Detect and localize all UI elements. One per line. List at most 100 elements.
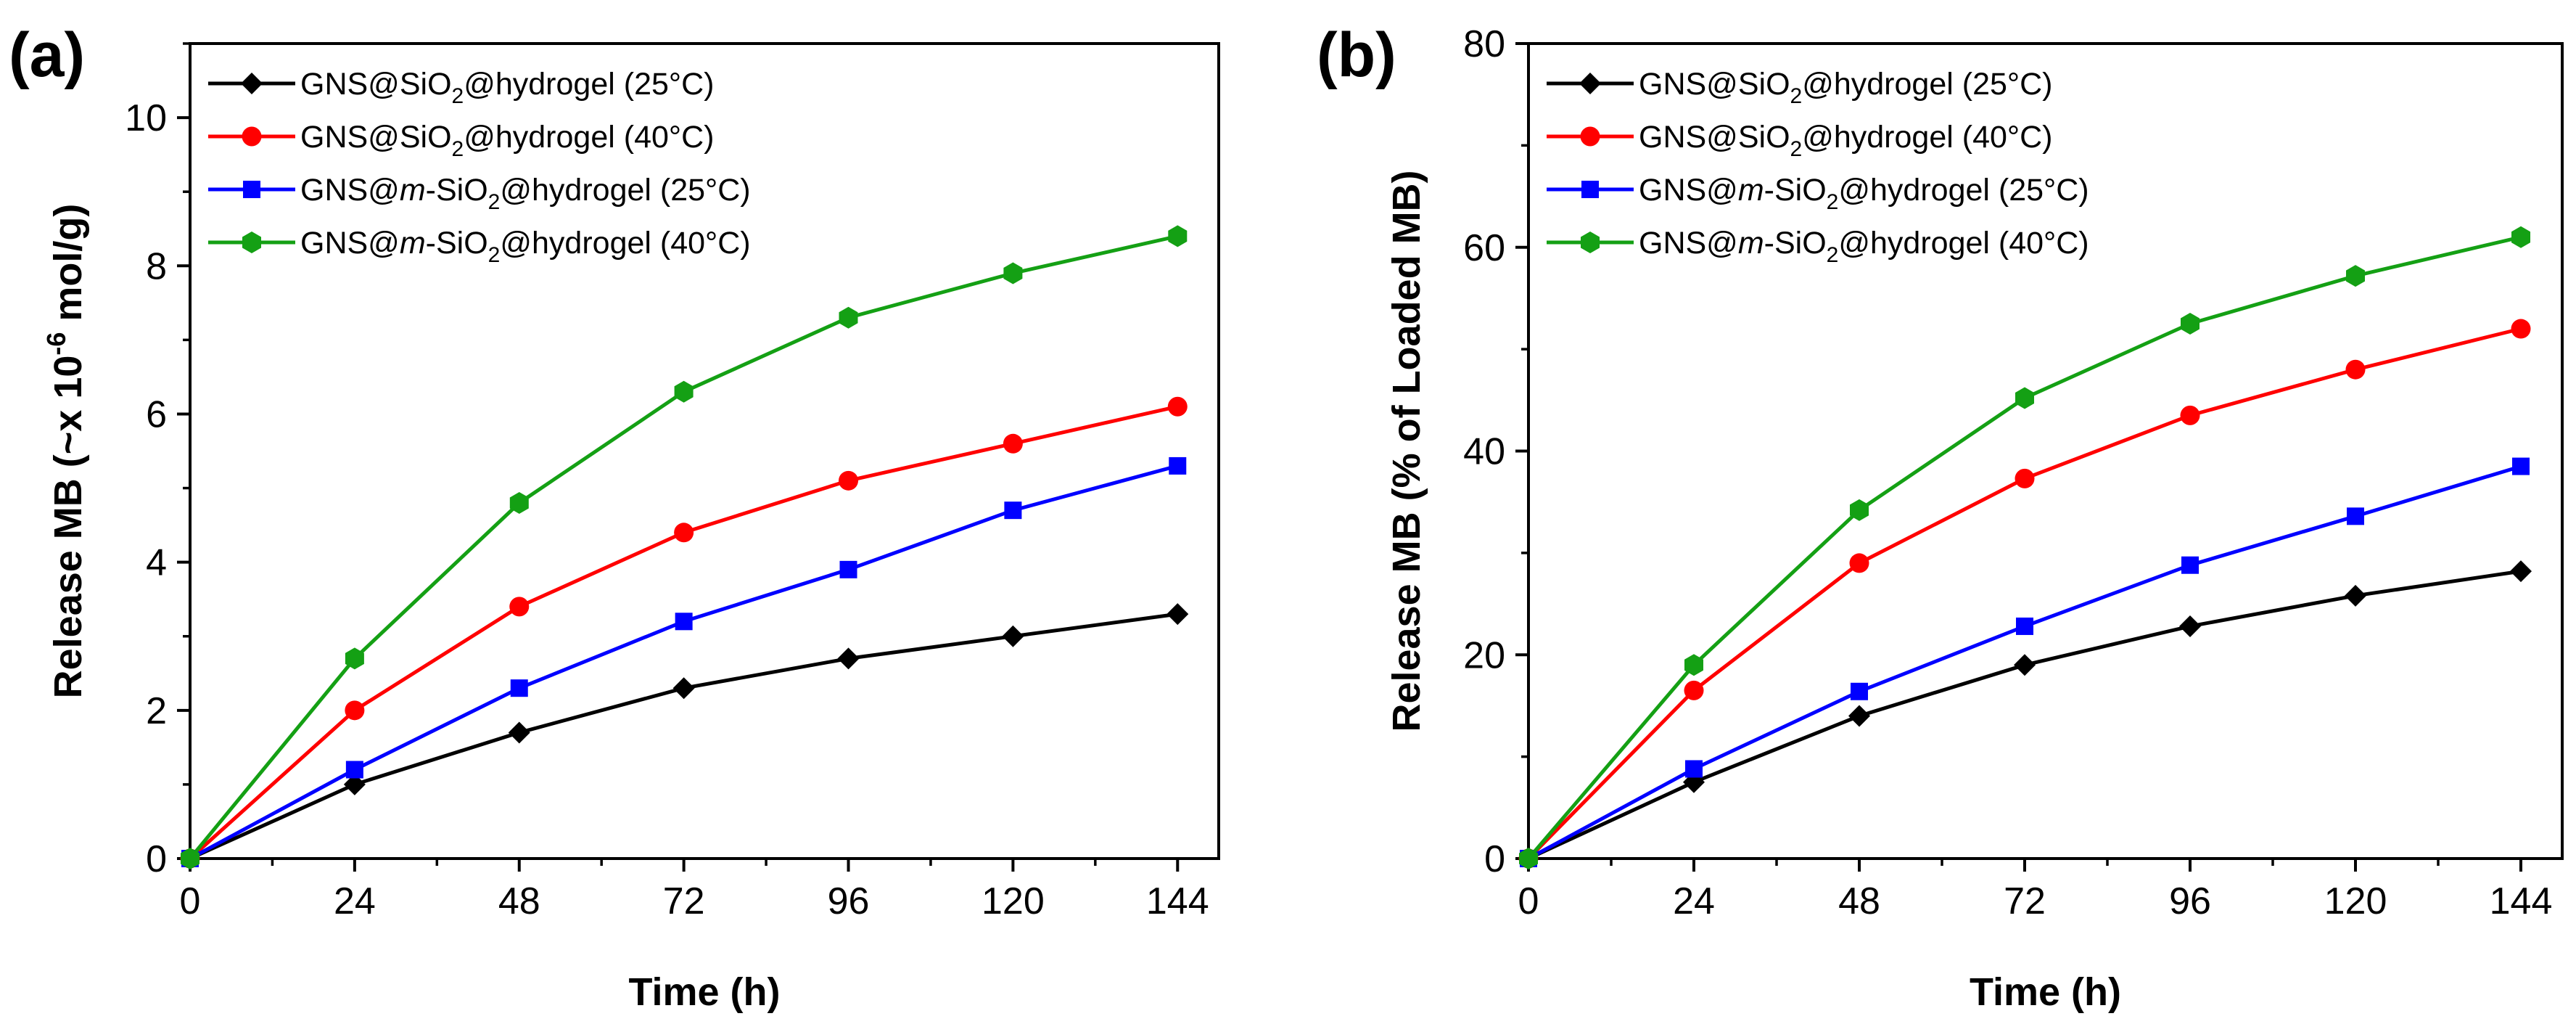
panel-b-y-axis-label: Release MB (% of Loaded MB): [1385, 170, 1428, 732]
panel-b-plot-frame: [1527, 42, 2564, 860]
panel-a-data-point: [837, 647, 860, 670]
panel-b-y-tick-label: 20: [1463, 634, 1505, 676]
panel-a-data-point: [839, 470, 859, 491]
panel-b-data-point: [2511, 226, 2530, 248]
panel-b-data-point: [1848, 705, 1870, 727]
panel-b-x-tick-label: 144: [2490, 880, 2553, 922]
panel-b-series-4: [1519, 226, 2530, 869]
panel-a-data-point: [1167, 396, 1188, 417]
panel-a-x-tick-label: 120: [982, 880, 1045, 922]
panel-b-data-point: [1684, 680, 1704, 700]
panel-b-y-tick-label: 80: [1463, 23, 1505, 65]
panel-a-legend-marker: [242, 232, 261, 253]
panel-a-data-point: [345, 647, 364, 670]
panel-b-data-point: [2510, 560, 2532, 583]
panel-a-x-axis-label: Time (h): [628, 970, 780, 1014]
panel-a-y-tick-label: 10: [125, 97, 167, 139]
panel-label-a: (a): [9, 20, 85, 90]
panel-a-data-point: [343, 773, 366, 795]
panel-b-x-tick-label: 24: [1673, 880, 1715, 922]
panel-b-y-tick-label: 60: [1463, 227, 1505, 269]
panel-b-legend: GNS@SiO2@hydrogel (25°C) GNS@SiO2@hydroge…: [1547, 67, 2089, 267]
panel-a-x-tick-label: 48: [498, 880, 540, 922]
panel-a-data-point: [510, 679, 528, 697]
panel-a-x-tick-label: 96: [828, 880, 870, 922]
panel-a-data-point: [1004, 501, 1022, 520]
panel-b-x-tick-label: 120: [2324, 880, 2387, 922]
panel-b-y-tick-label: 0: [1484, 838, 1505, 880]
panel-b-x-axis-label: Time (h): [1970, 970, 2121, 1014]
panel-a-data-point: [1169, 456, 1187, 475]
panel-b-x-tick-label: 72: [2004, 880, 2046, 922]
panel-a-series-1: [179, 603, 1189, 869]
panel-a-legend-entry: GNS@m-SiO2@hydrogel (40°C): [300, 226, 751, 267]
panel-a-series-3: [181, 456, 1187, 867]
panel-b-series-2: [1518, 319, 2531, 869]
panel-a-data-point: [1166, 603, 1189, 626]
panel-b-data-point: [1851, 682, 1868, 700]
panel-b-data-point: [2345, 584, 2366, 607]
panel-a-y-axis-label: Release MB (~x 10-6 mol/g): [41, 204, 90, 699]
panel-a-data-point: [345, 700, 365, 721]
panel-a-data-point: [509, 492, 529, 514]
panel-a-data-point: [508, 721, 530, 744]
panel-b-legend-marker: [1579, 73, 1601, 94]
panel-b-data-point: [1850, 499, 1869, 521]
panel-b-legend-entry: GNS@m-SiO2@hydrogel (25°C): [1639, 173, 2089, 214]
panel-a-data-point: [672, 677, 695, 700]
panel-a-legend-entry: GNS@m-SiO2@hydrogel (25°C): [300, 173, 751, 214]
panel-b-legend-entry: GNS@m-SiO2@hydrogel (40°C): [1639, 226, 2089, 267]
panel-a-data-point: [1002, 625, 1024, 647]
panel-b-data-point: [2347, 507, 2364, 525]
panel-b-legend-marker: [1581, 232, 1600, 253]
panel-b-legend-entry: GNS@SiO2@hydrogel (40°C): [1639, 120, 2052, 161]
panel-b-x-tick-label: 0: [1518, 880, 1539, 922]
panel-a-data-point: [1003, 433, 1023, 454]
panel-a-legend-marker: [242, 126, 262, 147]
panel-b-legend-entry: GNS@SiO2@hydrogel (25°C): [1639, 67, 2052, 108]
panel-a-plot-frame: [189, 42, 1220, 860]
panel-a-series-line: [189, 612, 1178, 861]
panel-a-series-line: [189, 234, 1178, 860]
panel-b-data-point: [2345, 359, 2366, 380]
panel-b-data-point: [2179, 615, 2201, 637]
panel-a-legend-entry: GNS@SiO2@hydrogel (40°C): [300, 120, 714, 161]
panel-b-y-tick-label: 40: [1463, 431, 1505, 473]
panel-b-x-tick-label: 96: [2169, 880, 2211, 922]
panel-b-legend-marker: [1580, 126, 1600, 147]
panel-b-chart: (b) 0 24 48 72 96 120 144 0 20 40 60 80 Time (h) Rele…: [1317, 20, 2564, 1014]
panel-a-x-tick-label: 0: [180, 880, 201, 922]
panel-a-data-point: [675, 613, 693, 631]
panel-a-data-point: [509, 597, 530, 617]
panel-a-data-point: [1003, 262, 1023, 284]
panel-b-data-point: [1684, 654, 1703, 676]
panel-a-legend: GNS@SiO2@hydrogel (25°C) GNS@SiO2@hydroge…: [208, 67, 751, 267]
panel-b-x-tick-label: 48: [1838, 880, 1880, 922]
panel-a-data-point: [345, 761, 363, 779]
panel-b-data-point: [2512, 457, 2530, 475]
panel-b-series-line: [1527, 235, 2522, 860]
panel-a-data-point: [839, 306, 858, 329]
panel-a-data-point: [181, 848, 199, 869]
panel-a-data-point: [674, 380, 694, 403]
panel-b-data-point: [2180, 405, 2200, 425]
panel-a-data-point: [839, 560, 857, 578]
panel-a-y-tick-label: 0: [146, 838, 167, 880]
panel-b-data-point: [2181, 556, 2199, 574]
panel-a-data-point: [674, 523, 694, 543]
panel-b-data-point: [2181, 313, 2200, 335]
panel-b-data-point: [2015, 387, 2034, 409]
panel-a-legend-marker: [241, 73, 263, 94]
panel-a-y-tick-label: 4: [146, 542, 167, 584]
panel-a-y-tick-label: 6: [146, 393, 167, 435]
panel-a-y-tick-label: 8: [146, 245, 167, 287]
panel-b-data-point: [1519, 848, 1538, 869]
panel-a-data-point: [1168, 225, 1188, 247]
panel-a-legend-marker: [243, 181, 260, 198]
panel-a-x-tick-label: 144: [1146, 880, 1209, 922]
panel-a-legend-entry: GNS@SiO2@hydrogel (25°C): [300, 67, 714, 108]
panel-label-b: (b): [1317, 20, 1396, 90]
panel-b-data-point: [2016, 617, 2033, 635]
panel-b-data-point: [2346, 265, 2365, 287]
